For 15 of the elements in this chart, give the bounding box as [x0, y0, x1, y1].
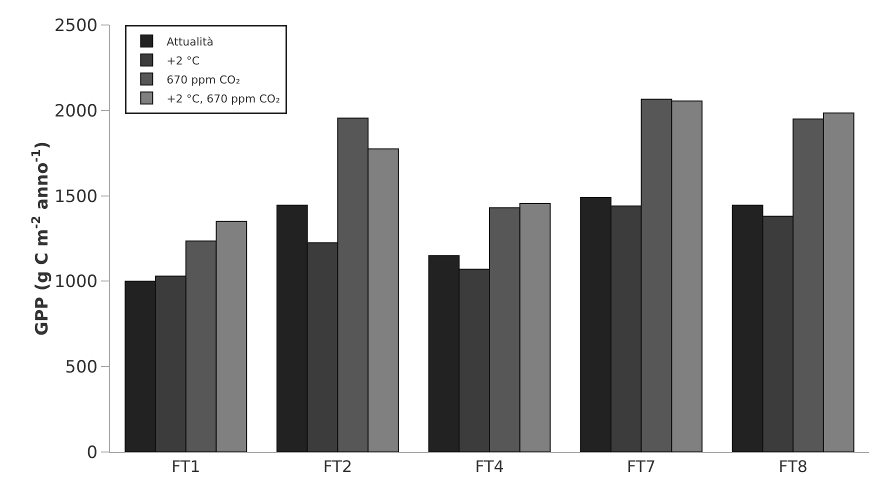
legend-label: Attualità	[166, 35, 214, 48]
y-tick-label: 2500	[54, 16, 98, 36]
x-tick-label: FT1	[171, 457, 200, 476]
x-tick-label: FT4	[475, 457, 504, 476]
y-tick-label: 1000	[54, 272, 98, 292]
legend-label: 670 ppm CO₂	[166, 73, 240, 86]
y-tick-label: 500	[65, 358, 98, 378]
x-tick-label: FT2	[323, 457, 352, 476]
y-tick-label: 0	[86, 442, 98, 463]
legend-label: +2 °C	[166, 54, 200, 68]
x-tick-label: FT8	[778, 457, 808, 476]
y-tick-label: 1500	[54, 186, 98, 207]
x-tick-label: FT7	[626, 457, 656, 476]
legend-label: +2 °C, 670 ppm CO₂	[166, 92, 280, 106]
y-tick-label: 2000	[54, 101, 98, 122]
